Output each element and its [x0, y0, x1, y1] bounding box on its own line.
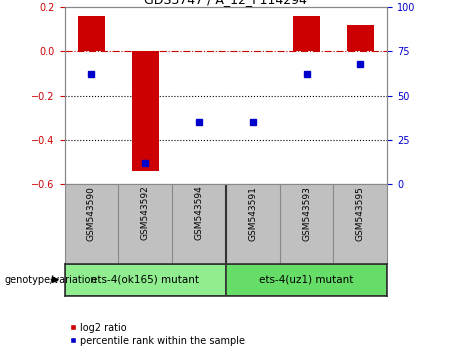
- Bar: [347, 25, 374, 51]
- Bar: [293, 16, 320, 51]
- Text: GSM543593: GSM543593: [302, 185, 311, 241]
- Title: GDS3747 / A_12_P114294: GDS3747 / A_12_P114294: [144, 0, 307, 6]
- Text: GSM543594: GSM543594: [195, 185, 203, 240]
- Bar: [226, 264, 387, 296]
- Text: GSM543591: GSM543591: [248, 185, 257, 241]
- Text: ets-4(uz1) mutant: ets-4(uz1) mutant: [260, 275, 354, 285]
- Bar: [78, 16, 105, 51]
- Text: ets-4(ok165) mutant: ets-4(ok165) mutant: [91, 275, 199, 285]
- Text: GSM543590: GSM543590: [87, 185, 96, 241]
- Legend: log2 ratio, percentile rank within the sample: log2 ratio, percentile rank within the s…: [70, 323, 245, 346]
- Bar: [65, 264, 226, 296]
- Text: GSM543595: GSM543595: [356, 185, 365, 241]
- Bar: [132, 51, 159, 171]
- Text: GSM543592: GSM543592: [141, 185, 150, 240]
- Text: genotype/variation: genotype/variation: [5, 275, 97, 285]
